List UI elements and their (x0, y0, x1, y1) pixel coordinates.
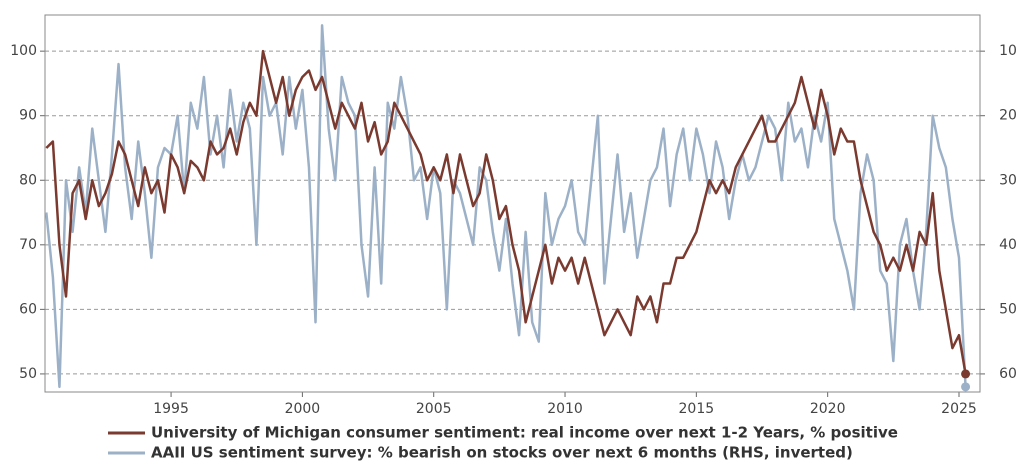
y-tick-label: 70 (19, 237, 37, 253)
legend-label: AAII US sentiment survey: % bearish on s… (151, 444, 853, 462)
y2-tick-label: 20 (999, 108, 1017, 124)
x-tick-label: 2025 (941, 401, 977, 417)
plot-frame (44, 14, 981, 393)
series-line (45, 49, 967, 375)
y-tick-label: 90 (19, 108, 37, 124)
end-marker (961, 382, 971, 392)
x-tick-label: 2010 (547, 401, 583, 417)
y2-tick-label: 30 (999, 172, 1017, 188)
series-line (45, 24, 967, 389)
legend-label: University of Michigan consumer sentimen… (151, 424, 898, 442)
x-tick-label: 2020 (810, 401, 846, 417)
y2-tick-label: 40 (999, 237, 1017, 253)
y-tick-label: 100 (10, 43, 37, 59)
end-marker (961, 369, 971, 379)
y2-tick-label: 50 (999, 301, 1017, 317)
x-tick-label: 2015 (679, 401, 715, 417)
y2-tick-label: 10 (999, 43, 1017, 59)
x-tick-label: 1995 (153, 401, 189, 417)
y-tick-label: 50 (19, 366, 37, 382)
y-tick-label: 80 (19, 172, 37, 188)
y2-tick-label: 60 (999, 366, 1017, 382)
x-tick-label: 2005 (416, 401, 452, 417)
x-tick-label: 2000 (285, 401, 321, 417)
y-tick-label: 60 (19, 301, 37, 317)
